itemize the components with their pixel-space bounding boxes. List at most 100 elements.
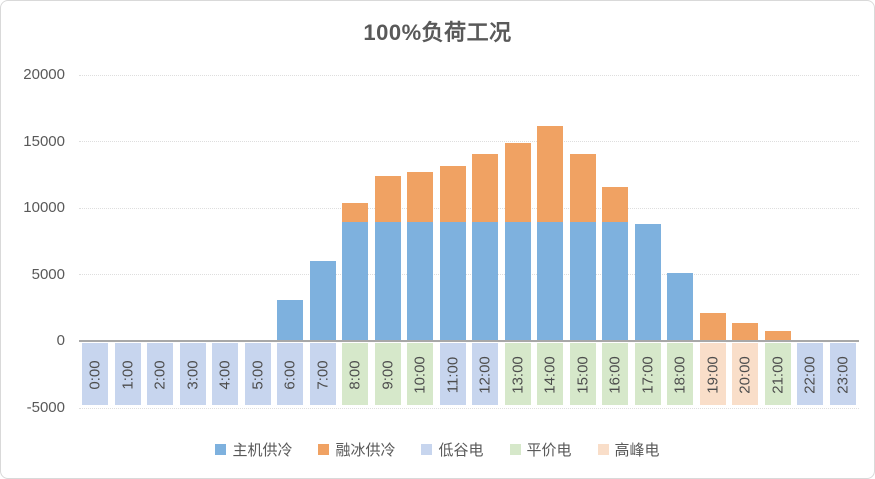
price-band[interactable] <box>277 342 304 405</box>
price-band[interactable] <box>504 342 531 405</box>
price-band[interactable] <box>634 342 661 405</box>
x-axis-label: 3:00 <box>184 360 202 390</box>
bar-segment[interactable] <box>309 261 336 342</box>
legend-label: 低谷电 <box>438 441 484 459</box>
y-axis-tick-label: 10000 <box>23 199 65 217</box>
price-band[interactable] <box>472 342 499 405</box>
legend-swatch-icon <box>421 443 433 455</box>
price-band[interactable] <box>114 342 141 405</box>
bar-segment[interactable] <box>732 322 759 342</box>
bar-segment[interactable] <box>537 221 564 342</box>
bar-segment[interactable] <box>439 165 466 222</box>
bar-segment[interactable] <box>374 176 401 222</box>
legend-label: 平价电 <box>526 441 572 459</box>
y-axis-tick-label: 5000 <box>31 265 65 283</box>
price-band[interactable] <box>342 342 369 405</box>
bar-segment[interactable] <box>472 153 499 222</box>
price-band[interactable] <box>147 342 174 405</box>
legend-label: 高峰电 <box>614 441 660 459</box>
x-axis-label: 16:00 <box>606 355 624 394</box>
bar-segment[interactable] <box>602 186 629 222</box>
bar-segment[interactable] <box>569 153 596 222</box>
price-band[interactable] <box>797 342 824 405</box>
bar-segment[interactable] <box>699 313 726 342</box>
price-band[interactable] <box>407 342 434 405</box>
bar-segment[interactable] <box>634 224 661 342</box>
x-axis-label: 0:00 <box>86 360 104 390</box>
y-axis-tick-label: -5000 <box>26 399 65 416</box>
x-axis-line <box>79 340 859 343</box>
legend-label: 主机供冷 <box>232 441 293 459</box>
legend-item[interactable]: 高峰电 <box>597 439 660 460</box>
x-axis-label: 9:00 <box>379 360 397 390</box>
x-axis-label: 19:00 <box>704 355 722 394</box>
legend-swatch-icon <box>509 443 521 455</box>
plot-area: 0:00 1:00 2:00 3:00 4:00 5:00 6:00 7:00 8:00 9:00… <box>79 74 859 409</box>
legend-label: 融冰供冷 <box>335 441 396 459</box>
y-axis-tick-label: 0 <box>56 332 65 350</box>
price-band[interactable] <box>764 342 791 405</box>
x-axis-label: 11:00 <box>444 356 462 393</box>
bar-segment[interactable] <box>569 221 596 342</box>
price-band[interactable] <box>179 342 206 405</box>
y-axis-tick-label: 20000 <box>23 66 65 83</box>
gridline <box>79 74 859 76</box>
x-axis-label: 7:00 <box>314 360 332 390</box>
price-band[interactable] <box>699 342 726 405</box>
bar-segment[interactable] <box>602 221 629 342</box>
y-axis-tick-label: 15000 <box>23 132 65 150</box>
price-band[interactable] <box>244 342 271 405</box>
x-axis-label: 20:00 <box>736 355 754 394</box>
gridline <box>79 407 859 409</box>
x-axis-label: 14:00 <box>541 355 559 394</box>
bar-segment[interactable] <box>407 172 434 222</box>
bar-segment[interactable] <box>342 221 369 342</box>
price-band[interactable] <box>537 342 564 405</box>
bar-segment[interactable] <box>342 202 369 222</box>
price-band[interactable] <box>829 342 856 405</box>
bar-segment[interactable] <box>764 330 791 342</box>
price-band[interactable] <box>212 342 239 405</box>
price-band[interactable] <box>82 342 109 405</box>
price-band[interactable] <box>309 342 336 405</box>
gridline <box>79 207 859 209</box>
legend: 主机供冷 融冰供冷 低谷电 平价电 高峰电 <box>1 437 874 461</box>
x-axis-label: 17:00 <box>639 355 657 394</box>
x-axis-label: 10:00 <box>411 355 429 394</box>
bar-segment[interactable] <box>439 221 466 342</box>
x-axis-label: 23:00 <box>834 355 852 394</box>
legend-item[interactable]: 平价电 <box>509 439 572 460</box>
gridline <box>79 141 859 143</box>
gridline <box>79 274 859 276</box>
price-band[interactable] <box>374 342 401 405</box>
price-band[interactable] <box>569 342 596 405</box>
bar-segment[interactable] <box>407 221 434 342</box>
price-band[interactable] <box>602 342 629 405</box>
price-band[interactable] <box>667 342 694 405</box>
x-axis-label: 6:00 <box>281 360 299 390</box>
bar-segment[interactable] <box>374 221 401 342</box>
legend-item[interactable]: 低谷电 <box>421 439 484 460</box>
x-axis-label: 21:00 <box>769 355 787 394</box>
x-axis-label: 18:00 <box>671 355 689 394</box>
x-axis-label: 4:00 <box>216 360 234 390</box>
bar-segment[interactable] <box>472 221 499 342</box>
bar-segment[interactable] <box>277 300 304 342</box>
x-axis-label: 5:00 <box>249 360 267 390</box>
x-axis-label: 8:00 <box>346 360 364 390</box>
bar-segment[interactable] <box>667 273 694 342</box>
bar-segment[interactable] <box>537 125 564 222</box>
chart-title: 100%负荷工况 <box>363 20 512 45</box>
price-band[interactable] <box>732 342 759 405</box>
x-axis-label: 13:00 <box>509 355 527 394</box>
x-axis-label: 12:00 <box>476 355 494 394</box>
price-band[interactable] <box>439 342 466 405</box>
bar-segment[interactable] <box>504 221 531 342</box>
x-axis-label: 2:00 <box>151 360 169 390</box>
bar-segment[interactable] <box>504 142 531 222</box>
legend-item[interactable]: 主机供冷 <box>215 439 292 460</box>
legend-swatch-icon <box>318 443 330 455</box>
legend-item[interactable]: 融冰供冷 <box>318 439 395 460</box>
legend-swatch-icon <box>215 443 227 455</box>
